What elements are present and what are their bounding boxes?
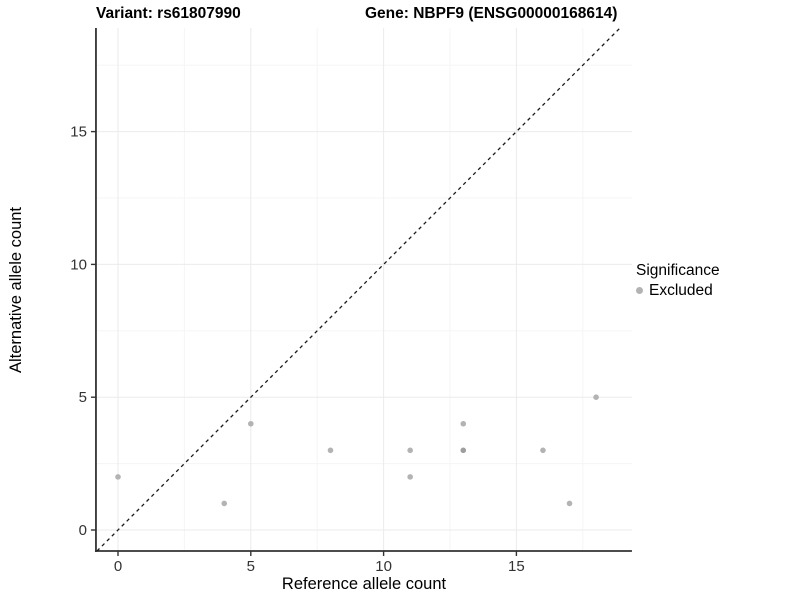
data-point <box>221 500 228 507</box>
axis-lines <box>94 28 632 552</box>
identity-dashed-line <box>96 27 621 552</box>
legend: Significance Excluded <box>636 261 720 300</box>
data-point <box>460 420 467 427</box>
data-point <box>248 420 254 427</box>
y-tick-label: 0 <box>79 522 87 539</box>
excluded-point-swatch <box>636 287 643 294</box>
data-point <box>566 500 573 507</box>
minor-gridlines <box>95 28 632 551</box>
data-point <box>540 447 546 454</box>
data-point <box>407 447 413 454</box>
x-tick-label: 0 <box>114 558 122 575</box>
y-axis-title: Alternative allele count <box>7 207 25 373</box>
x-axis-title: Reference allele count <box>282 575 447 593</box>
data-point <box>407 474 413 480</box>
gene-title: Gene: NBPF9 (ENSG00000168614) <box>365 5 618 22</box>
y-tick-label: 15 <box>70 124 87 141</box>
y-tick-label: 10 <box>70 256 87 273</box>
major-gridlines <box>95 28 632 551</box>
legend-title: Significance <box>636 262 720 279</box>
tick-labels: 0 5 10 15 0 5 10 15 <box>70 124 524 575</box>
axis-ticks <box>90 130 518 556</box>
data-point <box>460 447 467 454</box>
identity-line <box>96 27 621 552</box>
x-tick-label: 5 <box>247 558 255 575</box>
variant-title: Variant: rs61807990 <box>96 5 241 22</box>
legend-item-label: Excluded <box>649 282 713 299</box>
data-point <box>327 447 334 454</box>
data-points <box>115 394 599 507</box>
data-point <box>115 474 121 480</box>
x-tick-label: 10 <box>375 558 392 575</box>
y-tick-label: 5 <box>79 389 87 406</box>
data-point <box>593 394 599 401</box>
x-tick-label: 15 <box>508 558 525 575</box>
legend-item-excluded: Excluded <box>636 281 720 300</box>
